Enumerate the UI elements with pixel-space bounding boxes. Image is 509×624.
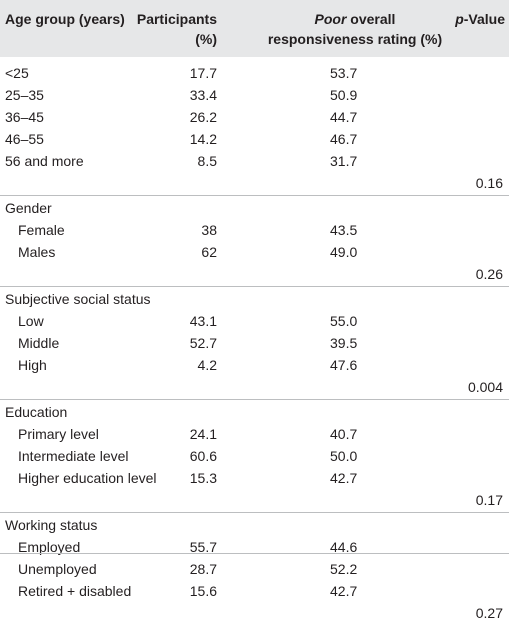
poor-rating-cell: 49.0 [330,244,358,260]
poor-rating-cell: 42.7 [330,470,358,486]
table-row: 46–55 14.2 46.7 [0,128,509,150]
participants-cell: 43.1 [189,313,217,329]
table-row: Female 38 43.5 [0,219,509,241]
row-label: 46–55 [5,131,44,147]
poor-rating-cell: 44.7 [330,109,358,125]
poor-rating-cell: 46.7 [330,131,358,147]
p-value-cell: 0.004 [467,379,503,395]
table-row: Low 43.1 55.0 [0,310,509,332]
row-label: Working status [5,517,98,533]
participants-cell: 15.3 [189,470,217,486]
table-row: 0.17 [0,489,509,511]
table-row: Retired + disabled 15.6 42.7 [0,580,509,602]
participants-cell: 52.7 [189,335,217,351]
poor-rating-cell: 31.7 [330,153,358,169]
participants-cell: 55.7 [189,539,217,555]
row-separator [0,512,509,513]
poor-rating-cell: 39.5 [330,335,358,351]
row-label: Retired + disabled [18,583,132,599]
table-header: Age group (years) Participants (%) Poor … [0,0,509,57]
row-label: <25 [5,65,29,81]
header-p-value: p-Value [455,11,505,27]
table-row: Primary level 24.1 40.7 [0,423,509,445]
row-label: Higher education level [18,470,157,486]
table-row: 0.27 [0,602,509,624]
row-label: Subjective social status [5,291,151,307]
poor-rating-cell: 43.5 [330,222,358,238]
table-row: 25–35 33.4 50.9 [0,84,509,106]
row-label: Gender [5,200,52,216]
table-row: 0.26 [0,263,509,285]
row-label: High [18,357,47,373]
table-row: <25 17.7 53.7 [0,62,509,84]
table-row: Education [0,401,509,423]
poor-rating-cell: 50.0 [330,448,358,464]
poor-rating-cell: 50.9 [330,87,358,103]
p-value-cell: 0.27 [475,605,503,621]
participants-cell: 8.5 [197,153,217,169]
row-label: 56 and more [5,153,84,169]
row-label: Primary level [18,426,99,442]
participants-cell: 33.4 [189,87,217,103]
poor-rating-cell: 44.6 [330,539,358,555]
participants-cell: 62 [201,244,217,260]
row-separator [0,195,509,196]
header-participants: Participants (%) [136,11,217,47]
table-row: Middle 52.7 39.5 [0,332,509,354]
participants-cell: 60.6 [189,448,217,464]
row-label: 25–35 [5,87,44,103]
participants-cell: 38 [201,222,217,238]
table-row: Subjective social status [0,288,509,310]
participants-cell: 14.2 [189,131,217,147]
row-separator [0,399,509,400]
table-row: Gender [0,197,509,219]
table-row: Intermediate level 60.6 50.0 [0,445,509,467]
poor-rating-cell: 55.0 [330,313,358,329]
table-row: Employed 55.7 44.6 [0,536,509,558]
participants-cell: 26.2 [189,109,217,125]
table-row: 36–45 26.2 44.7 [0,106,509,128]
header-age-group: Age group (years) [5,11,125,27]
poor-rating-cell: 47.6 [330,357,358,373]
table-row: Males 62 49.0 [0,241,509,263]
p-value-cell: 0.16 [475,175,503,191]
row-label: 36–45 [5,109,44,125]
row-label: Employed [18,539,81,555]
poor-rating-cell: 42.7 [330,583,358,599]
poor-rating-cell: 53.7 [330,65,358,81]
row-label: Middle [18,335,60,351]
participants-cell: 17.7 [189,65,217,81]
participants-cell: 15.6 [189,583,217,599]
row-label: Female [18,222,65,238]
table-row: Unemployed 28.7 52.2 [0,558,509,580]
poor-rating-cell: 40.7 [330,426,358,442]
header-poor-rating: Poor overall responsiveness rating (%) [267,11,443,47]
participants-cell: 24.1 [189,426,217,442]
table-row: 0.16 [0,172,509,194]
table-row: Higher education level 15.3 42.7 [0,467,509,489]
participants-cell: 28.7 [189,561,217,577]
row-label: Males [18,244,56,260]
row-label: Education [5,404,68,420]
row-label: Unemployed [18,561,97,577]
row-label: Intermediate level [18,448,129,464]
table-bottom-rule [0,553,509,554]
row-label: Low [18,313,44,329]
table-row: Working status [0,514,509,536]
table-row: High 4.2 47.6 [0,354,509,376]
p-value-cell: 0.26 [475,266,503,282]
poor-rating-cell: 52.2 [330,561,358,577]
row-separator [0,286,509,287]
table-row: 0.004 [0,376,509,398]
table-row: 56 and more 8.5 31.7 [0,150,509,172]
participants-cell: 4.2 [197,357,217,373]
p-value-cell: 0.17 [475,492,503,508]
